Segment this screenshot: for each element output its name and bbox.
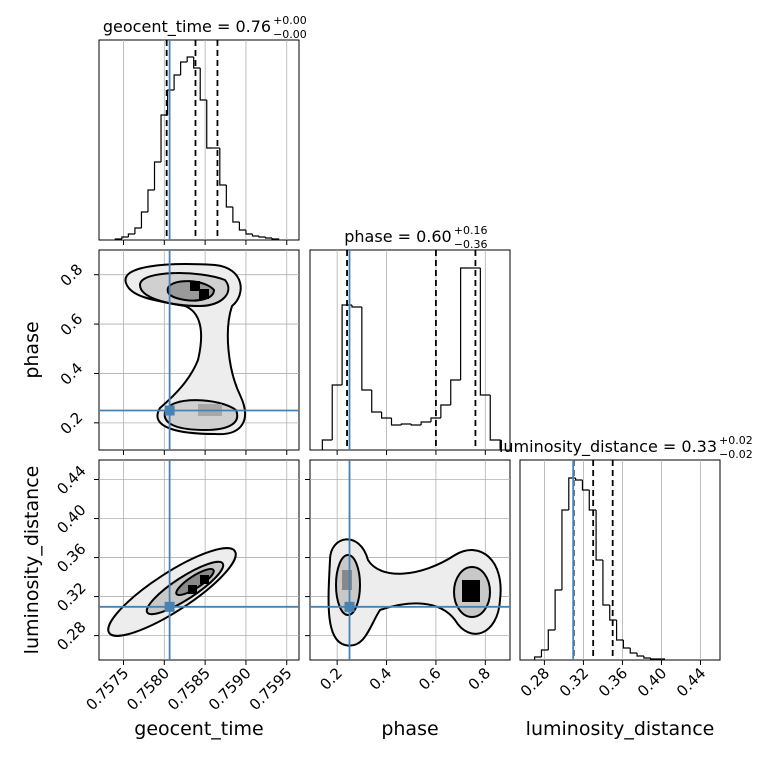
histogram-step [595,510,603,561]
panel-frame [519,459,721,661]
histogram-step [232,207,240,223]
histogram-step [225,185,233,208]
truth-point [344,601,355,612]
histogram-step [430,417,441,422]
histogram-step [245,230,253,235]
histogram-step [420,421,431,425]
histogram-step [554,589,562,630]
histogram-step [390,418,402,426]
histogram-step [540,649,549,657]
histogram-step [134,227,142,234]
x-axis-label: geocent_time [134,718,263,740]
histogram-step [450,379,461,405]
panel-title: luminosity_distance = 0.33 [499,437,717,457]
histogram-step [186,56,194,62]
contour [327,538,502,647]
histogram-step [321,439,333,450]
density-layer [107,263,502,647]
title-lower: −0.00 [273,28,307,41]
histogram-step [547,629,556,650]
histogram-step [147,189,155,212]
histogram-step [622,640,631,649]
panel-frame [98,459,300,661]
title-upper: +0.00 [273,14,307,27]
y-axis-label: phase [21,321,43,378]
histogram-step [238,222,246,231]
histogram-step [121,236,129,239]
histogram-step [140,211,148,228]
histogram-step [575,478,583,481]
histogram-step [271,238,280,240]
histogram-step [643,656,651,659]
histogram-step [479,268,491,396]
y-axis-label: luminosity_distance [21,466,43,655]
histogram-step [460,267,471,380]
histogram-step [153,161,162,190]
histogram-step [615,620,624,641]
histogram-step [114,238,122,240]
histogram-step [561,509,569,590]
histogram-step [331,384,343,440]
panel-title: geocent_time = 0.76 [103,17,271,37]
histogram-step [636,653,644,657]
truth-point [164,405,175,416]
histogram-step [199,68,207,101]
histogram-step [381,412,392,419]
title-upper: +0.02 [719,434,753,447]
histogram-step [609,605,617,621]
histogram-step [160,114,168,162]
truth-point [164,601,175,612]
x-axis-label: phase [381,718,438,740]
density-peak [200,575,209,584]
density-peak [188,585,197,594]
histogram-step [193,57,201,69]
title-lower: −0.02 [719,448,753,461]
histogram-step [629,648,638,654]
density-cell [342,570,352,590]
panel-frame [98,249,300,451]
histogram-step [351,305,362,308]
density-peak [199,289,209,299]
density-peak [190,281,200,291]
histogram-step [206,100,214,149]
histogram-step [440,404,451,418]
title-lower: −0.36 [454,238,488,251]
histogram-step [650,658,658,660]
x-axis-label: luminosity_distance [526,718,715,740]
histogram-step [264,237,273,239]
panel-title: phase = 0.60 [344,227,451,246]
histogram-step [173,74,181,90]
histogram-step [534,656,542,660]
histogram-step [219,148,227,186]
histogram-step [180,61,188,75]
histogram-step [258,236,266,238]
histogram-step [361,307,372,391]
panel-frame [309,459,511,661]
histogram-step [127,233,135,237]
histogram-step [371,390,382,413]
contour [124,263,246,436]
histogram-step [410,424,422,426]
histogram-step [251,234,259,237]
density-peak [462,580,480,602]
histogram-step [581,480,590,491]
title-upper: +0.16 [454,224,488,237]
histogram-step [657,658,665,660]
histogram-step [489,395,501,450]
histogram-step [400,423,412,425]
panel-frame [309,249,511,451]
histogram-step [602,560,610,606]
panel-frame [98,39,300,241]
